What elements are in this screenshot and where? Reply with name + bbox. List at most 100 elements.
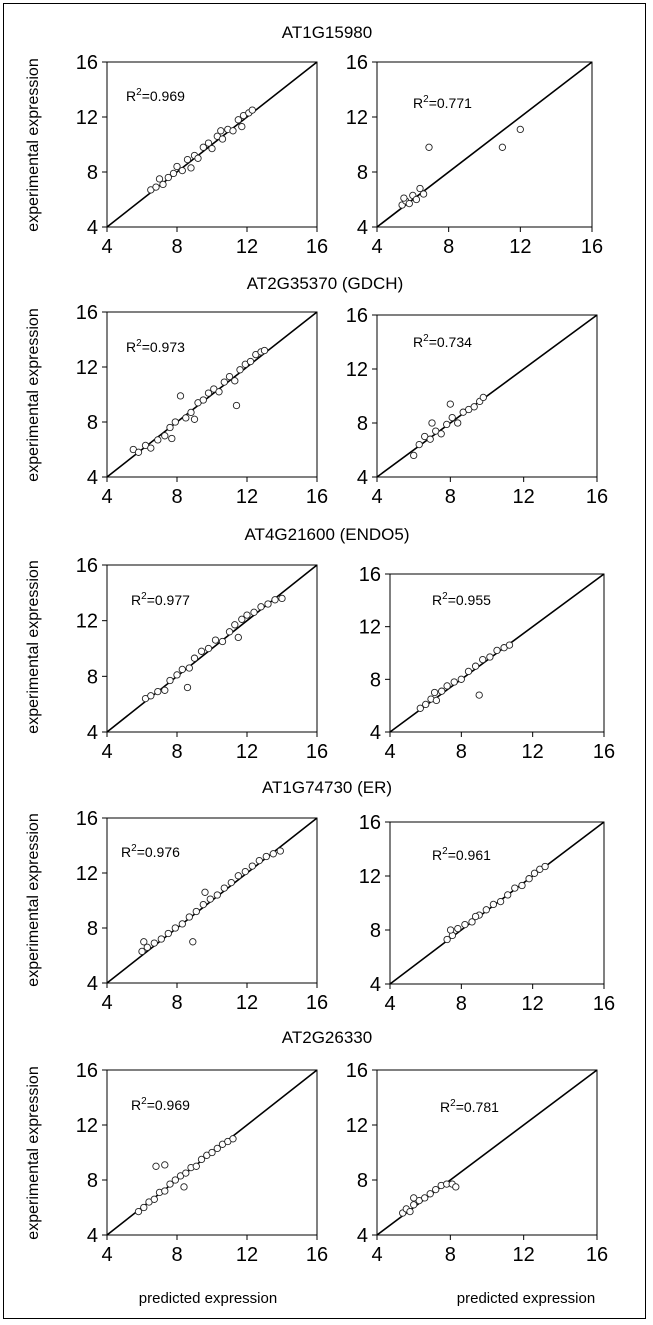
data-point-7-0 (443, 935, 451, 944)
y-axis-label-row2: experimental expression (25, 308, 42, 481)
x-tick-label-8-2: 12 (236, 1244, 258, 1266)
data-point-1-8 (425, 143, 433, 151)
data-point-4-22 (234, 633, 242, 642)
data-point-0-1 (152, 183, 160, 191)
y-tick-label-8-3: 16 (76, 1060, 98, 1082)
x-tick-label-5-0: 4 (384, 741, 395, 763)
x-tick-label-9-3: 16 (586, 1244, 608, 1266)
x-tick-label-3-2: 12 (513, 486, 535, 508)
data-point-1-6 (419, 190, 428, 198)
data-point-4-16 (243, 611, 251, 619)
data-point-2-12 (199, 396, 207, 404)
x-tick-label-6-2: 12 (236, 992, 258, 1014)
data-point-5-8 (464, 667, 473, 676)
y-tick-label-4-2: 12 (76, 611, 98, 633)
data-point-0-6 (178, 166, 186, 175)
data-point-0-20 (248, 106, 256, 114)
y-tick-label-2-0: 4 (87, 467, 98, 489)
data-point-7-2 (454, 924, 462, 933)
data-point-6-0 (138, 947, 146, 956)
data-point-6-12 (220, 884, 228, 892)
data-point-9-3 (410, 1201, 418, 1209)
data-point-3-15 (428, 419, 436, 427)
data-point-4-4 (166, 676, 174, 685)
y-tick-label-5-3: 16 (359, 564, 381, 586)
data-point-6-17 (255, 856, 263, 865)
x-tick-label-5-3: 16 (593, 741, 615, 763)
data-point-2-13 (204, 389, 213, 397)
data-point-2-27 (232, 401, 241, 410)
data-point-6-3 (157, 935, 165, 943)
x-tick-label-2-1: 8 (171, 486, 182, 508)
data-point-6-21 (189, 938, 197, 946)
r2-annotation-0: R2=0.969 (126, 87, 185, 104)
y-tick-label-1-2: 12 (346, 107, 368, 129)
data-point-4-15 (238, 615, 246, 623)
x-tick-label-1-3: 16 (581, 236, 603, 258)
data-point-8-20 (161, 1161, 169, 1169)
x-tick-label-2-0: 4 (101, 486, 112, 508)
x-tick-label-1-0: 4 (371, 236, 382, 258)
data-point-6-8 (192, 907, 200, 916)
x-tick-label-6-3: 16 (306, 992, 328, 1014)
panel-title-row2: AT2G35370 (GDCH) (247, 274, 404, 293)
data-point-2-4 (154, 436, 162, 444)
x-tick-label-0-2: 12 (236, 236, 258, 258)
y-tick-label-0-2: 12 (76, 107, 98, 129)
data-point-5-0 (416, 704, 424, 712)
data-point-8-0 (134, 1207, 143, 1216)
data-point-9-7 (432, 1185, 440, 1194)
y-tick-label-9-3: 16 (346, 1060, 368, 1082)
data-point-2-17 (225, 372, 234, 381)
panels-layer: 448812121616R2=0.969448812121616R2=0.771… (76, 52, 615, 1266)
y-tick-label-4-3: 16 (76, 555, 98, 577)
data-point-4-1 (147, 692, 155, 700)
data-point-6-18 (262, 852, 270, 861)
data-point-7-13 (530, 869, 539, 877)
data-point-4-5 (173, 671, 181, 679)
data-point-0-4 (169, 169, 178, 178)
data-point-5-15 (475, 691, 483, 699)
panel-title-row4: AT1G74730 (ER) (262, 778, 392, 797)
x-tick-label-4-1: 8 (171, 741, 182, 763)
data-point-4-3 (161, 686, 169, 694)
data-point-7-16 (446, 926, 455, 934)
data-point-7-10 (511, 884, 519, 892)
data-point-3-13 (479, 393, 487, 402)
plot-frame-5 (389, 573, 605, 733)
identity-line-3 (376, 314, 598, 478)
y-tick-label-0-1: 8 (87, 162, 98, 184)
data-point-3-14 (446, 400, 454, 408)
data-point-4-9 (197, 647, 206, 655)
data-point-2-24 (260, 346, 269, 355)
data-point-2-16 (220, 378, 228, 386)
x-tick-label-7-3: 16 (593, 993, 615, 1015)
data-point-2-1 (134, 448, 143, 456)
y-tick-label-8-2: 12 (76, 1115, 98, 1137)
data-point-7-4 (468, 918, 476, 926)
data-point-7-3 (461, 920, 469, 929)
x-tick-label-4-3: 16 (306, 741, 328, 763)
data-point-4-11 (211, 636, 220, 644)
y-tick-label-8-1: 8 (87, 1170, 98, 1192)
data-point-2-8 (176, 392, 185, 400)
plot-frame-2 (106, 311, 318, 478)
data-point-4-23 (183, 683, 192, 692)
x-tick-label-9-2: 12 (513, 1244, 535, 1266)
r2-annotation-2: R2=0.973 (126, 338, 185, 355)
panel-title-row5: AT2G26330 (282, 1028, 372, 1047)
plot-frame-9 (376, 1069, 598, 1236)
data-point-1-10 (516, 125, 524, 134)
y-tick-label-8-0: 4 (87, 1225, 98, 1247)
plot-frame-8 (106, 1069, 318, 1236)
data-point-6-1 (143, 943, 151, 951)
panel-title-row1: AT1G15980 (282, 23, 372, 42)
data-point-8-9 (182, 1169, 190, 1177)
data-point-5-1 (422, 700, 430, 709)
x-tick-label-4-0: 4 (101, 741, 112, 763)
data-point-4-12 (218, 637, 227, 646)
x-tick-label-7-2: 12 (522, 993, 544, 1015)
y-tick-label-6-3: 16 (76, 808, 98, 830)
data-point-0-17 (234, 116, 242, 124)
